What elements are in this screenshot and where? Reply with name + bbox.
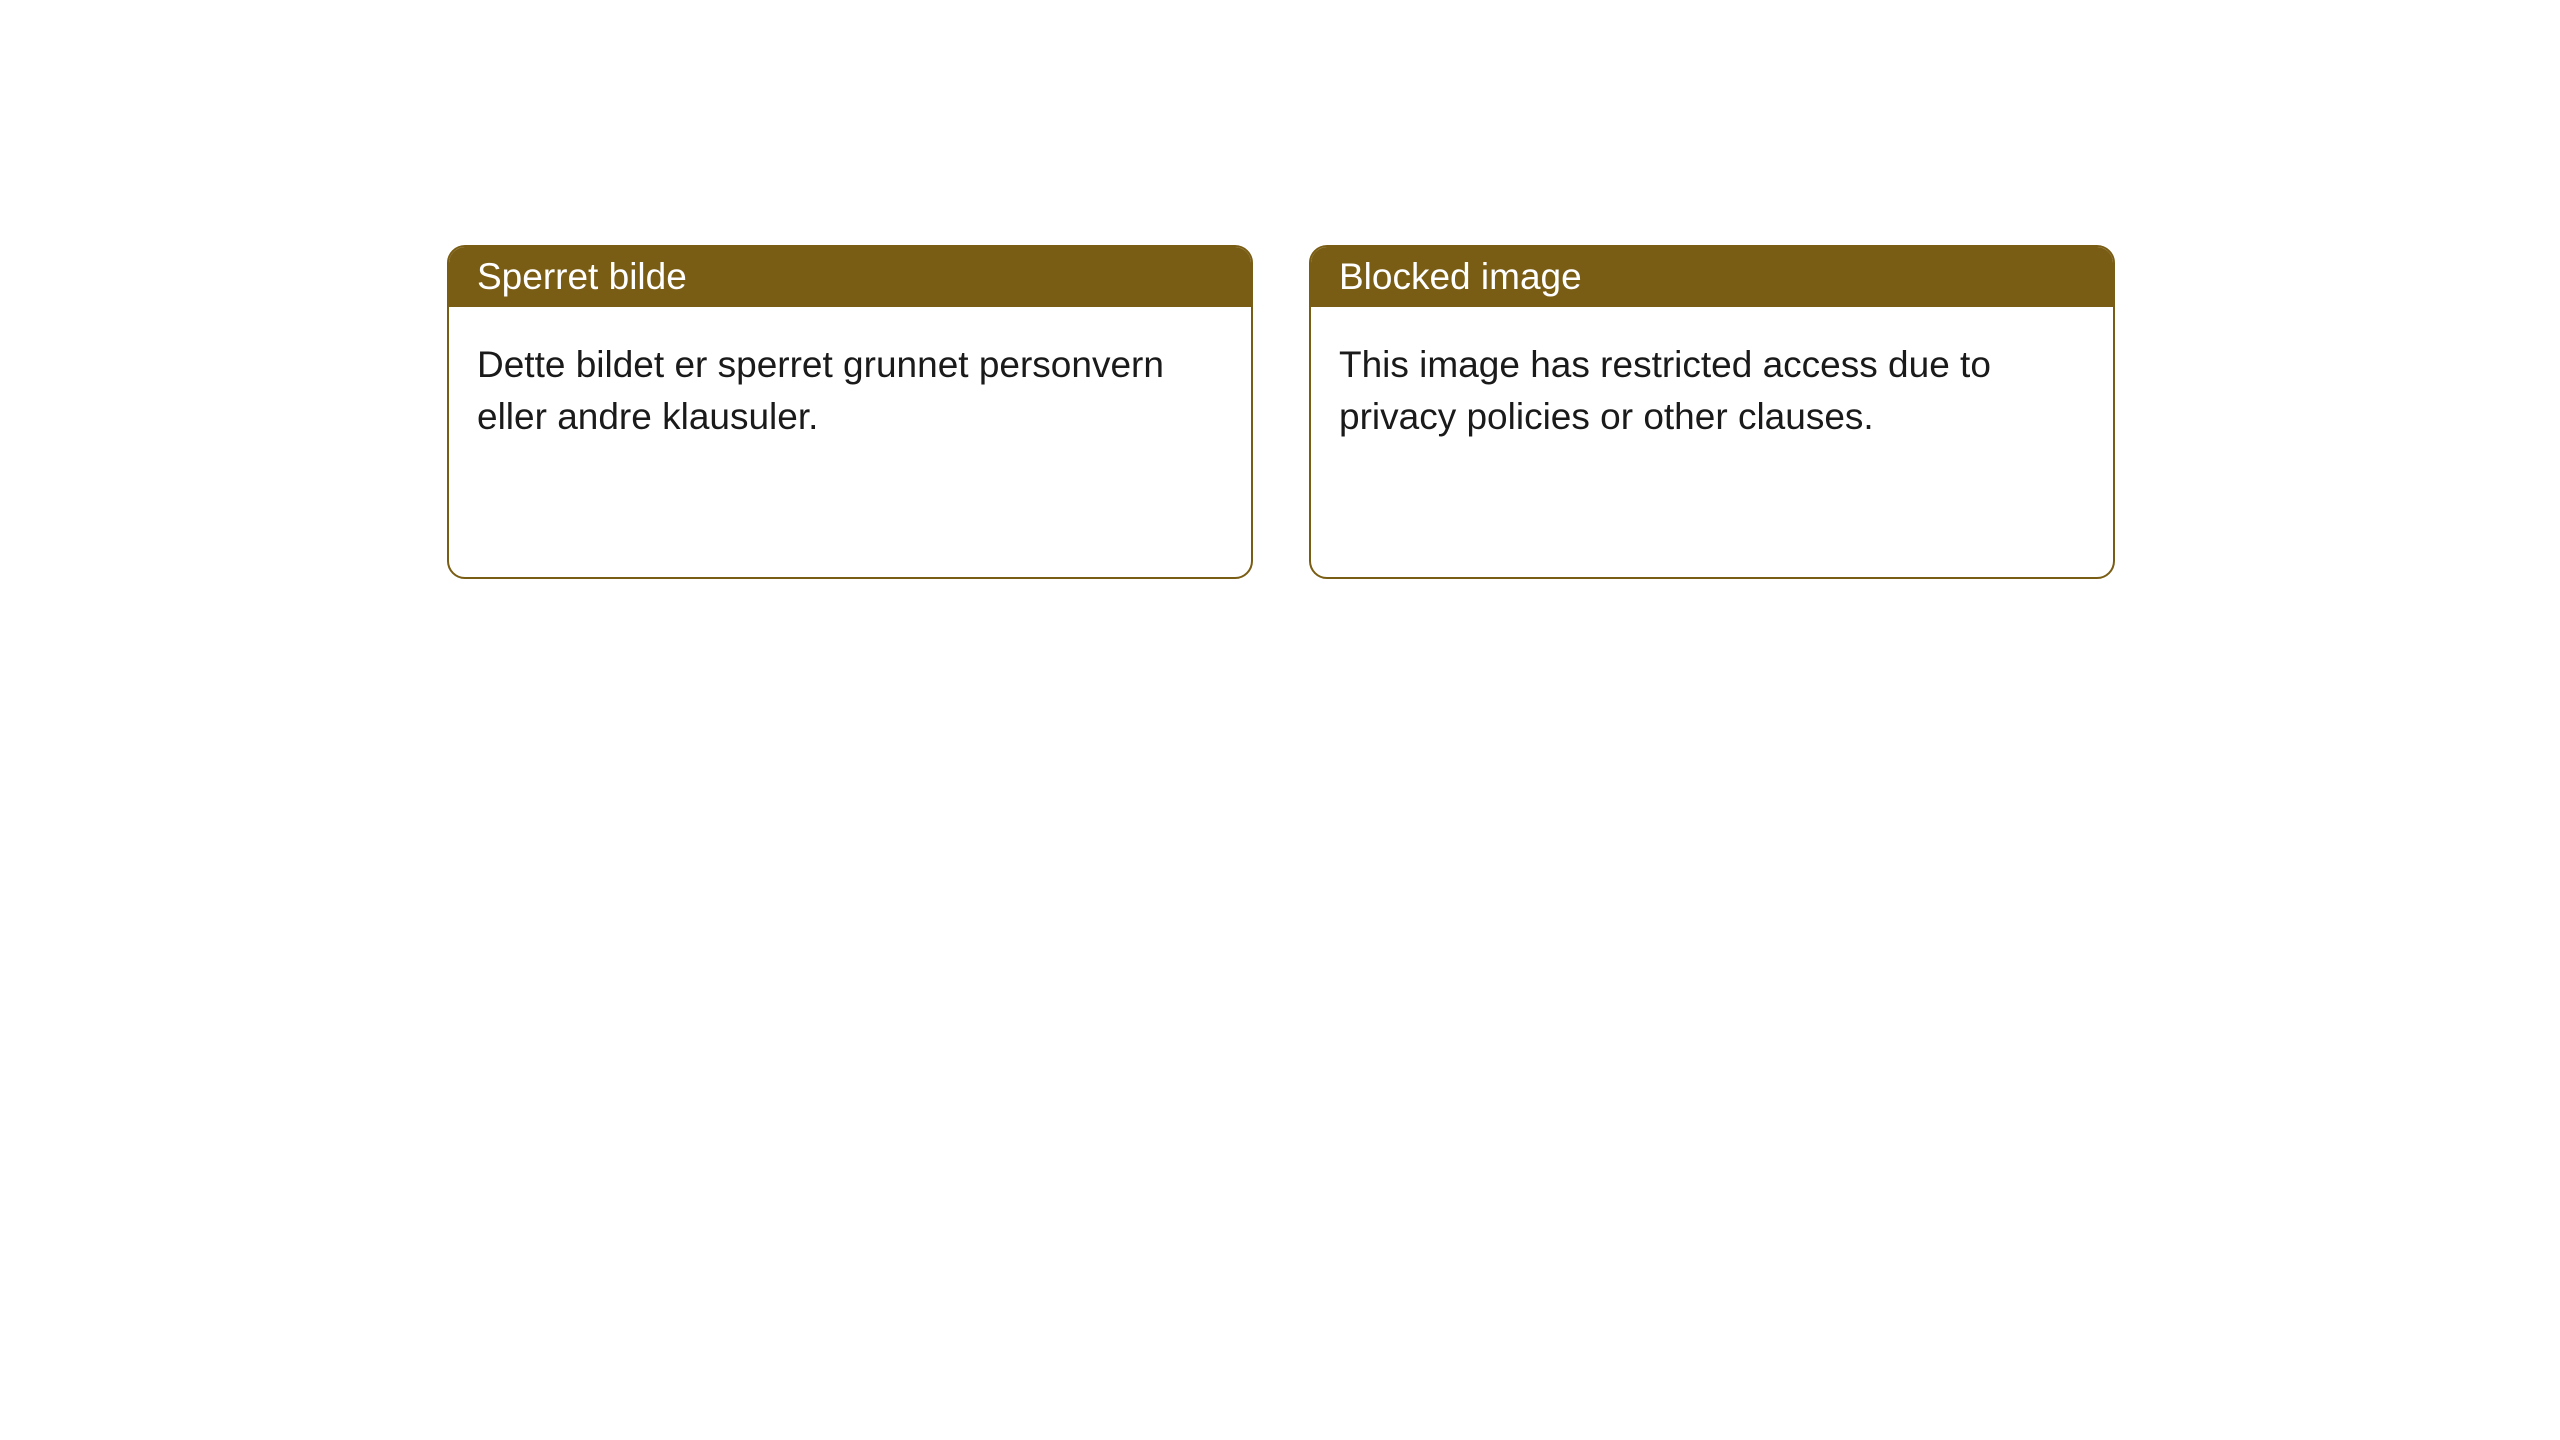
notice-card-norwegian: Sperret bilde Dette bildet er sperret gr… xyxy=(447,245,1253,579)
notice-body-text: This image has restricted access due to … xyxy=(1339,344,1991,437)
notice-title: Sperret bilde xyxy=(477,256,687,298)
notice-body: Dette bildet er sperret grunnet personve… xyxy=(449,307,1251,475)
notice-title: Blocked image xyxy=(1339,256,1582,298)
notice-container: Sperret bilde Dette bildet er sperret gr… xyxy=(0,0,2560,579)
notice-header: Sperret bilde xyxy=(449,247,1251,307)
notice-body: This image has restricted access due to … xyxy=(1311,307,2113,475)
notice-body-text: Dette bildet er sperret grunnet personve… xyxy=(477,344,1164,437)
notice-header: Blocked image xyxy=(1311,247,2113,307)
notice-card-english: Blocked image This image has restricted … xyxy=(1309,245,2115,579)
